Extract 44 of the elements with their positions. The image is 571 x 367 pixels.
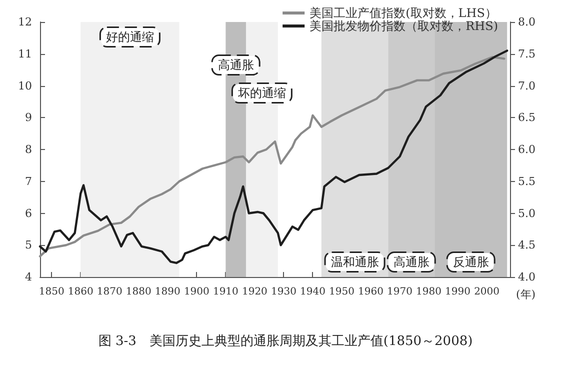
x-tick-label: 1950 [329,286,354,298]
x-tick-label: 1980 [416,286,442,298]
x-tick-label: 2000 [474,286,500,298]
y-tick-label: 11 [18,47,32,60]
y-tick-label: 8 [25,143,32,156]
y2-tick-label: 7.5 [518,47,536,60]
x-tick-label: 1910 [212,286,238,298]
x-tick-label: 1940 [300,286,326,298]
y2-tick-label: 5.5 [518,174,536,188]
band-label: 温和通胀 [330,255,379,269]
x-tick-label: 1850 [38,286,64,298]
y2-tick-label: 5.0 [518,206,536,220]
x-axis-title: (年) [516,288,536,301]
x-tick-label: 1900 [184,286,210,298]
y-tick-label: 12 [18,16,32,28]
y2-tick-label: 8.0 [518,16,536,28]
x-tick-label: 1920 [242,286,268,298]
y-tick-label: 7 [25,174,32,188]
x-tick-label: 1880 [126,286,152,298]
x-tick-label: 1930 [270,286,296,298]
x-tick-label: 1870 [96,286,122,298]
y2-tick-label: 7.0 [518,79,536,92]
y2-tick-label: 4.0 [518,270,536,284]
y2-tick-label: 6.5 [518,111,536,124]
band-label: 坏的通缩 [236,86,286,100]
band-label: 好的通缩 [106,30,154,44]
y-tick-label: 6 [25,206,32,220]
y-tick-label: 9 [25,111,32,124]
y2-tick-label: 6.0 [518,143,536,156]
band-label: 反通胀 [452,255,489,269]
x-tick-label: 1890 [154,286,180,298]
band-label: 高通胀 [218,58,254,72]
text: 图 3-3 美国历史上典型的通胀周期及其工业产值(1850～2008) [98,333,473,349]
x-tick-label: 1960 [358,286,384,298]
x-tick-label: 1860 [68,286,94,298]
y2-tick-label: 4.5 [518,238,536,252]
x-tick-label: 1990 [445,286,471,298]
y-tick-label: 4 [25,270,32,284]
y-tick-label: 10 [18,79,32,92]
y-tick-label: 5 [25,238,32,252]
legend-label: 美国工业产值指数(取对数，LHS） [310,6,497,20]
band-label: 高通胀 [393,255,430,269]
x-tick-label: 1970 [387,286,412,298]
legend-label: 美国批发物价指数（取对数，RHS) [310,19,498,33]
